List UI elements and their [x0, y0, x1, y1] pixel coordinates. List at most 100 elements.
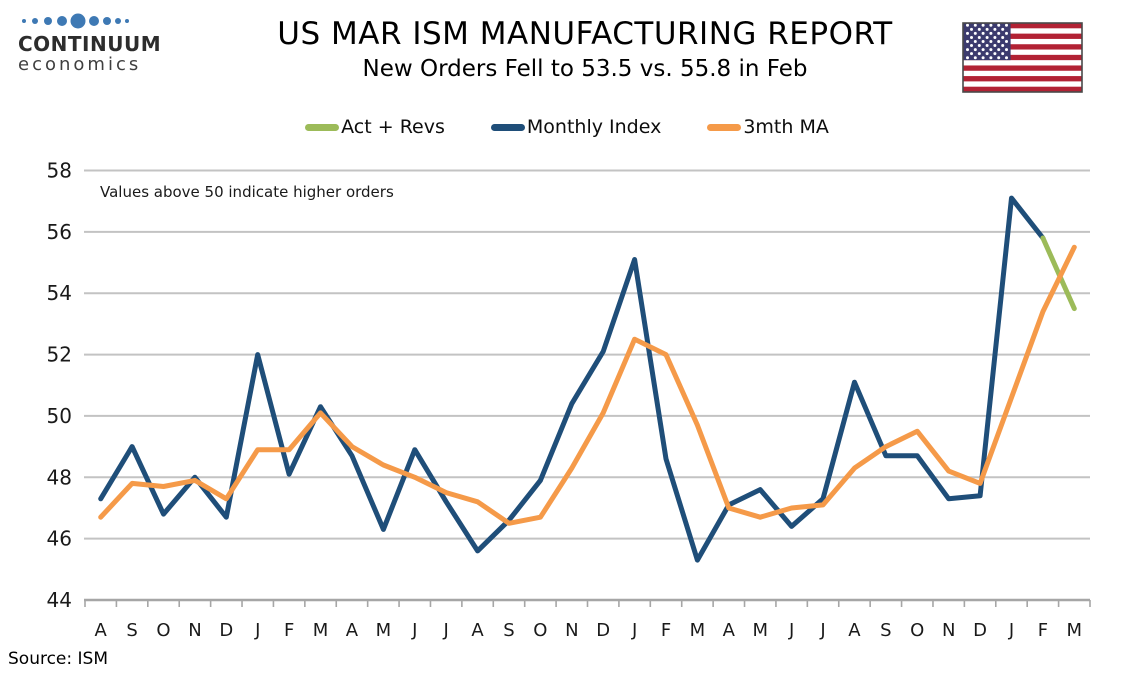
month-label: N — [565, 620, 578, 641]
act-revs-swatch-icon — [305, 123, 340, 131]
flag-star — [985, 27, 989, 31]
flag-star — [989, 48, 993, 52]
flag-star — [1005, 40, 1008, 43]
flag-star — [970, 52, 973, 56]
month-label: A — [471, 620, 484, 641]
continuum-economics-logo: CONTINUUM economics — [18, 10, 162, 88]
month-label: J — [819, 620, 825, 641]
logo-dot — [44, 17, 52, 25]
logo-dots-icon — [22, 13, 129, 29]
flag-star — [997, 56, 1001, 60]
act-revs-line — [1040, 235, 1077, 312]
month-label: M — [1067, 620, 1083, 641]
page-title: US MAR ISM MANUFACTURING REPORT — [277, 16, 893, 52]
flag-star — [989, 23, 993, 27]
month-label: F — [1038, 620, 1048, 641]
y-axis-label: 56 — [47, 220, 72, 244]
flag-star — [997, 40, 1001, 43]
legend-item-monthly-index: Monthly Index — [490, 116, 662, 138]
month-label: D — [596, 620, 610, 641]
logo-dot — [22, 19, 26, 23]
flag-star — [966, 31, 969, 35]
legend-label: 3mth MA — [743, 116, 829, 138]
flag-star — [997, 48, 1001, 52]
logo-line2: economics — [18, 54, 142, 75]
three-month-ma-swatch-icon — [707, 123, 742, 131]
month-label: M — [313, 620, 329, 641]
flag-stripe — [963, 76, 1082, 82]
flag-star — [977, 52, 981, 56]
flag-stripe — [963, 54, 1082, 61]
flag-star — [989, 31, 993, 35]
flag-star — [993, 44, 997, 48]
flag-star — [985, 52, 989, 56]
flag-stripe — [963, 44, 1082, 50]
y-axis-label: 52 — [47, 343, 72, 367]
y-axis-label: 54 — [47, 281, 72, 305]
logo-dot — [70, 13, 86, 29]
legend-label: Act + Revs — [341, 116, 445, 138]
flag-star — [970, 44, 973, 48]
flag-stripe — [963, 33, 1082, 39]
logo-dot — [57, 16, 67, 26]
flag-star — [973, 48, 977, 52]
flag-star — [977, 35, 981, 39]
flag-star — [997, 23, 1001, 27]
flag-star — [973, 31, 977, 35]
flag-star — [973, 23, 977, 27]
flag-star — [1001, 44, 1005, 48]
flag-star — [977, 27, 981, 31]
logo-dot — [103, 17, 111, 25]
flag-star — [997, 31, 1001, 35]
month-label: S — [503, 620, 514, 641]
flag-stripe — [963, 86, 1082, 92]
flag-star — [1001, 35, 1005, 39]
logo-dot — [115, 18, 121, 24]
flag-star — [1001, 27, 1005, 31]
month-label: M — [690, 620, 706, 641]
flag-star — [1005, 56, 1008, 60]
flag-star — [973, 40, 977, 43]
flag-star — [970, 35, 973, 39]
flag-star — [981, 31, 985, 35]
logo-line1: CONTINUUM — [18, 32, 162, 56]
flag-star — [985, 44, 989, 48]
flag-star — [985, 35, 989, 39]
flag-star — [1005, 23, 1008, 27]
month-label: J — [788, 620, 794, 641]
month-label: A — [848, 620, 861, 641]
title-block: US MAR ISM MANUFACTURING REPORT New Orde… — [150, 16, 1020, 82]
month-label: O — [533, 620, 547, 641]
y-axis-label: 44 — [47, 588, 72, 612]
source-note: Source: ISM — [8, 649, 108, 669]
us-flag-icon — [962, 22, 1083, 93]
month-label: J — [254, 620, 260, 641]
flag-star — [1005, 31, 1008, 35]
month-label: J — [1008, 620, 1014, 641]
flag-star — [981, 48, 985, 52]
logo-dot — [32, 18, 38, 24]
month-label: N — [942, 620, 955, 641]
flag-star — [981, 40, 985, 43]
flag-stripe — [963, 65, 1082, 71]
y-axis-label: 48 — [47, 465, 72, 489]
month-label: J — [631, 620, 637, 641]
y-axis-label: 58 — [47, 159, 72, 183]
flag-star — [970, 27, 973, 31]
legend-label: Monthly Index — [526, 116, 662, 138]
month-label: D — [973, 620, 987, 641]
month-label: O — [156, 620, 170, 641]
y-axis-label: 50 — [47, 404, 72, 428]
month-label: A — [723, 620, 736, 641]
flag-star — [966, 23, 969, 27]
monthly-index-swatch-icon — [490, 123, 525, 131]
flag-star — [966, 40, 969, 43]
monthly-index-line — [98, 195, 1046, 563]
three-month-ma-line — [98, 244, 1077, 526]
flag-star — [1005, 48, 1008, 52]
y-axis-label: 46 — [47, 527, 72, 551]
logo-dot — [125, 19, 129, 23]
month-label: O — [910, 620, 924, 641]
chart-annotation: Values above 50 indicate higher orders — [100, 183, 394, 201]
